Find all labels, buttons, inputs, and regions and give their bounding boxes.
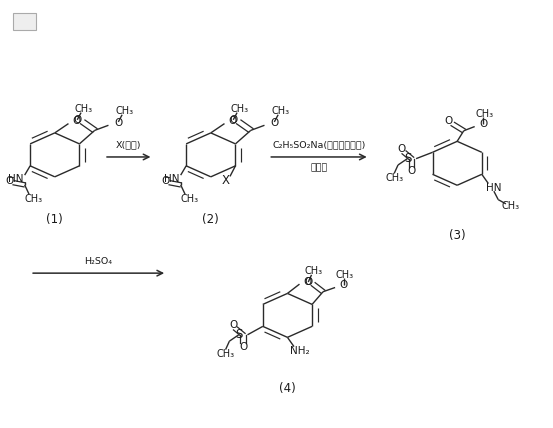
Text: O: O [408, 166, 416, 176]
FancyBboxPatch shape [13, 13, 35, 30]
Text: O: O [305, 276, 313, 287]
Text: O: O [114, 118, 122, 128]
Text: CH₃: CH₃ [501, 202, 519, 211]
Text: O: O [479, 119, 487, 129]
Text: O: O [229, 115, 237, 125]
Text: (3): (3) [449, 229, 466, 243]
Text: CH₃: CH₃ [116, 105, 134, 116]
Text: O: O [444, 116, 452, 127]
Text: CH₃: CH₃ [180, 194, 199, 204]
Text: C₂H₅SO₂Na(乙基亚磺酸钓): C₂H₅SO₂Na(乙基亚磺酸钓) [272, 141, 366, 150]
Text: O: O [340, 280, 348, 290]
Text: CH₃: CH₃ [24, 194, 43, 204]
Text: NH₂: NH₂ [290, 346, 309, 356]
Text: (1): (1) [46, 213, 63, 226]
Text: CH₃: CH₃ [217, 349, 234, 359]
Text: CH₃: CH₃ [336, 270, 354, 280]
Text: O: O [229, 320, 237, 330]
Text: 催化剂: 催化剂 [310, 163, 327, 172]
Text: HN: HN [8, 174, 24, 184]
Text: X(卤素): X(卤素) [116, 141, 142, 150]
Text: CH₃: CH₃ [385, 173, 403, 183]
Text: O: O [229, 116, 237, 126]
Text: O: O [304, 277, 312, 287]
Text: O: O [270, 118, 278, 128]
Text: H₂SO₄: H₂SO₄ [85, 257, 113, 266]
Text: O: O [73, 115, 81, 125]
Text: X: X [222, 174, 229, 187]
Text: HN: HN [164, 174, 180, 184]
Text: CH₃: CH₃ [231, 104, 249, 114]
Text: CH₃: CH₃ [476, 109, 494, 119]
Text: O: O [239, 342, 247, 353]
Text: CH₃: CH₃ [272, 105, 290, 116]
Text: CH₃: CH₃ [305, 267, 323, 276]
Text: (2): (2) [202, 213, 219, 226]
Text: O: O [5, 175, 13, 186]
Text: O: O [398, 143, 406, 154]
Text: CH₃: CH₃ [75, 104, 93, 114]
Text: HN: HN [486, 183, 502, 193]
Text: O: O [161, 175, 169, 186]
Text: (4): (4) [279, 381, 296, 395]
Text: S: S [404, 152, 411, 165]
Text: O: O [73, 116, 81, 126]
Text: S: S [236, 328, 243, 341]
